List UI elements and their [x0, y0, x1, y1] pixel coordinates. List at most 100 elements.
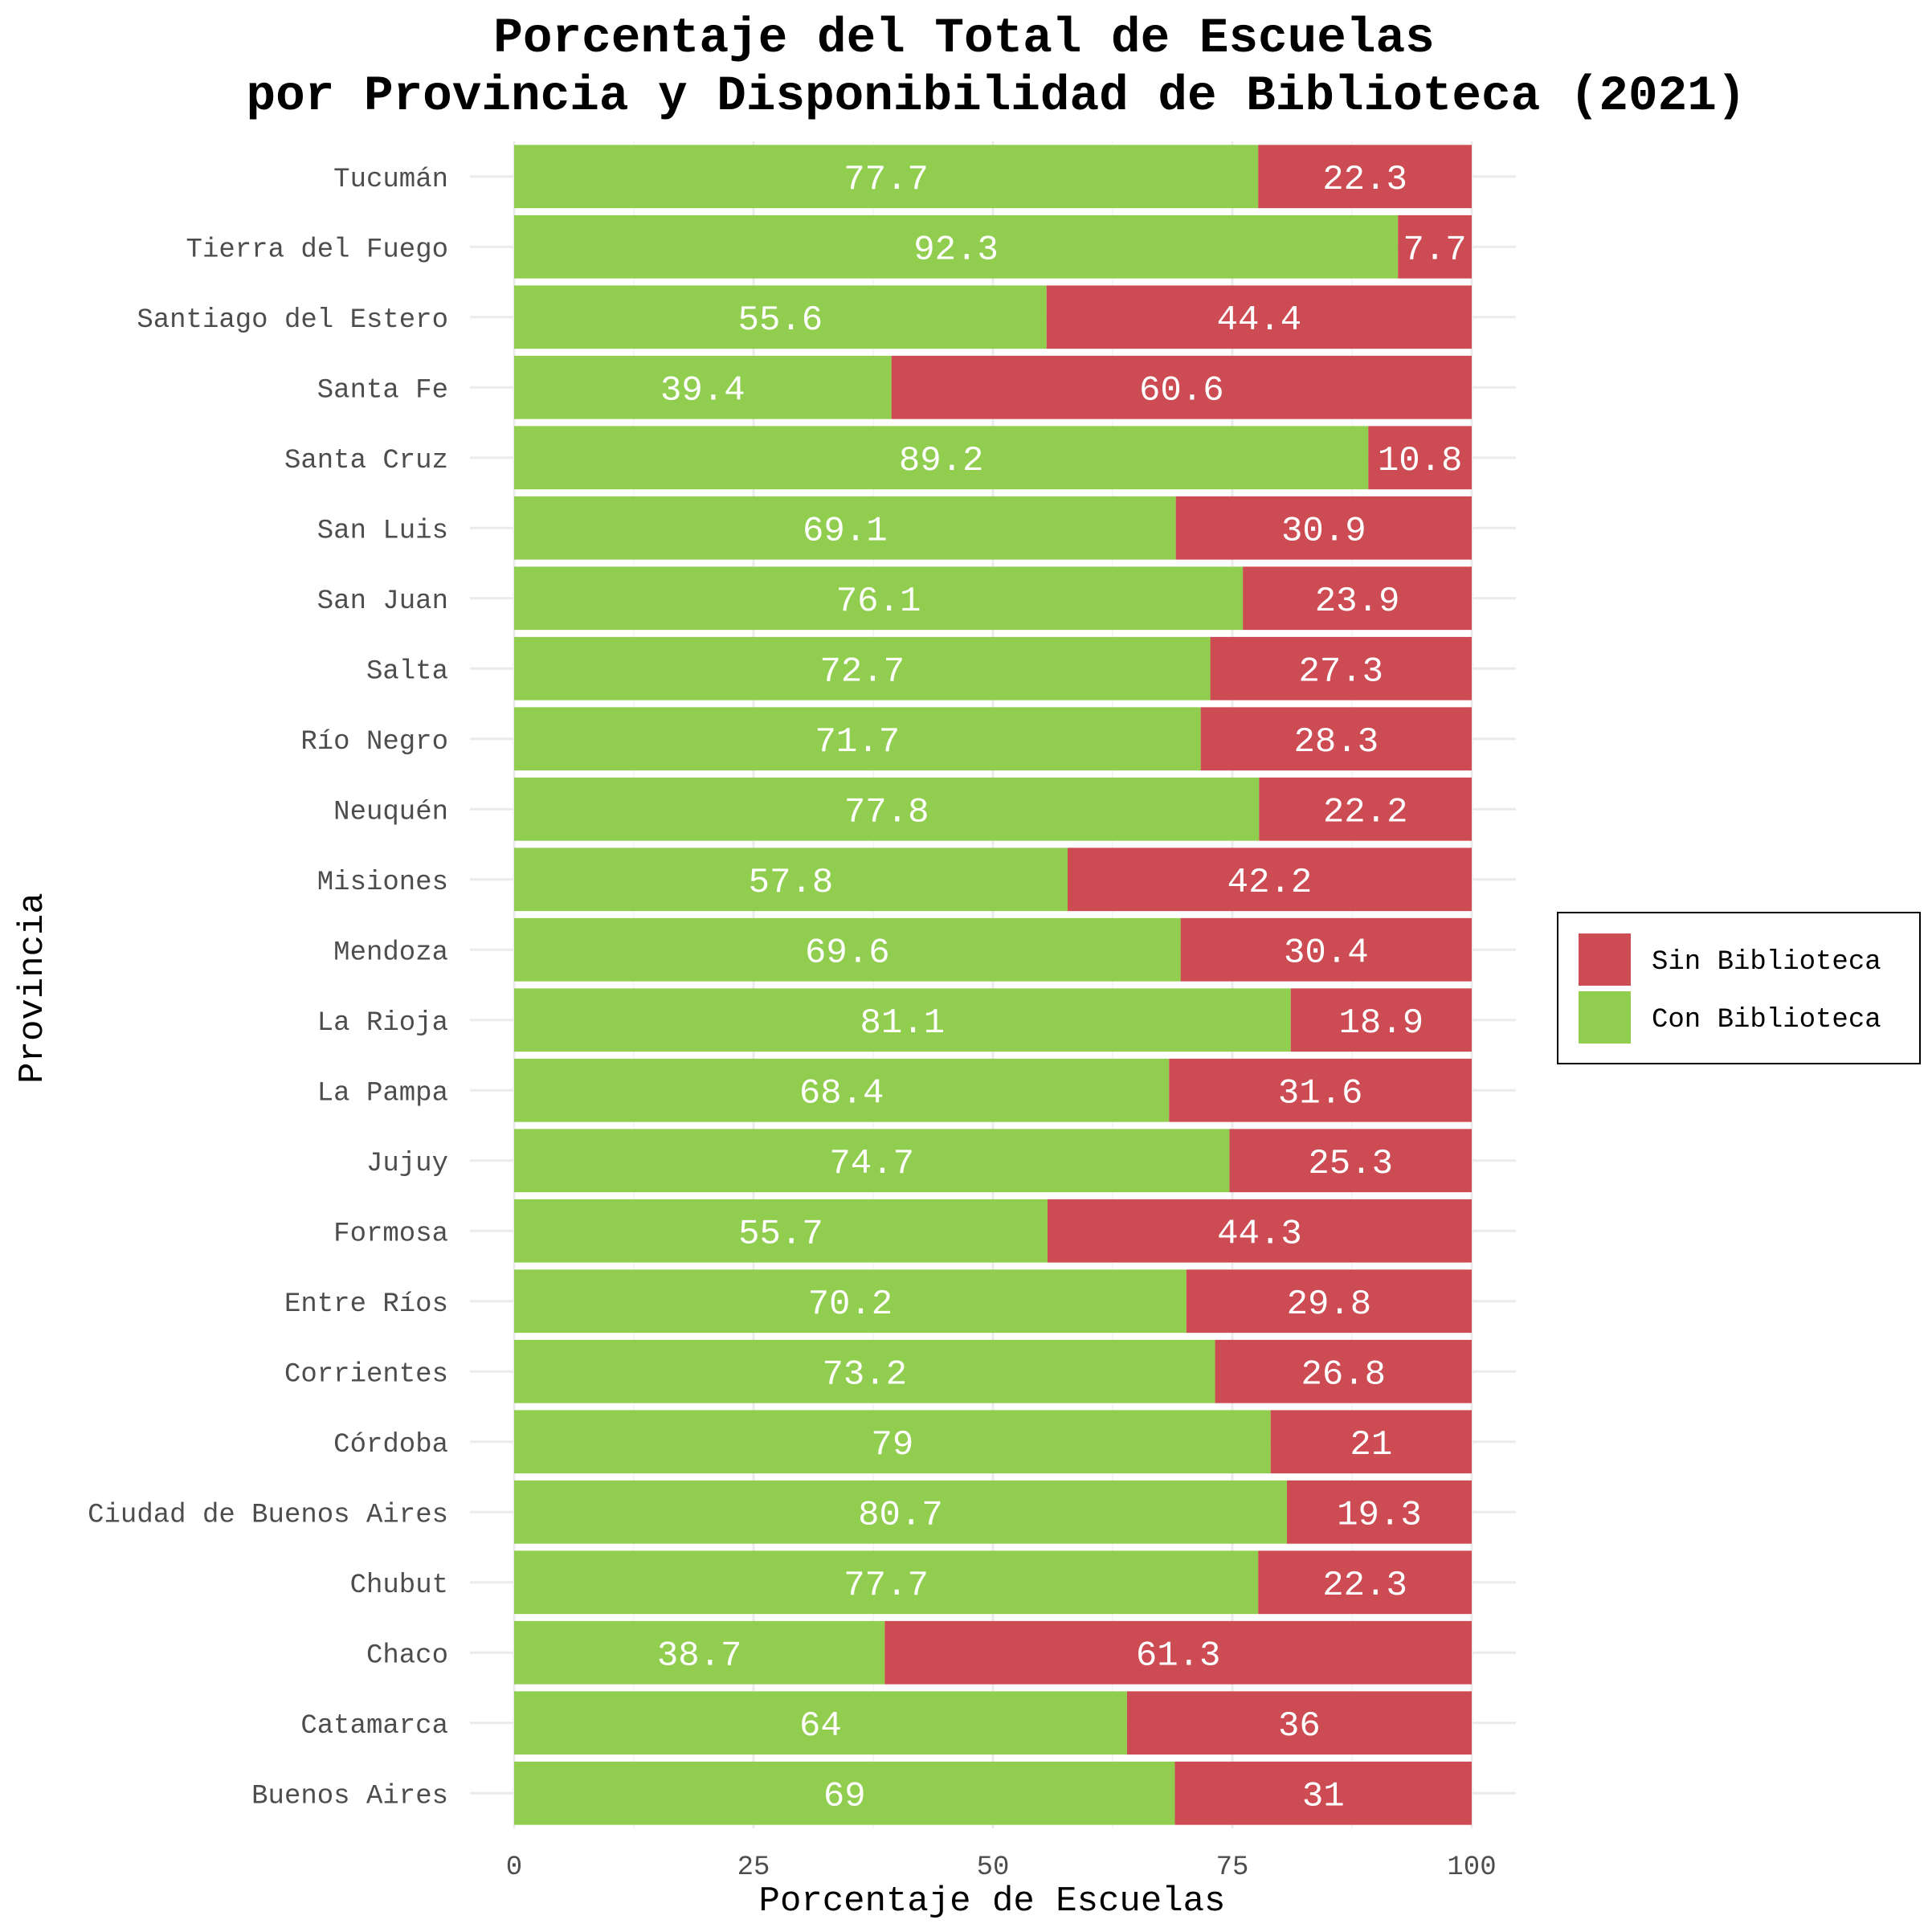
bar-value-label: 31	[1302, 1776, 1345, 1816]
bar-value-label: 77.8	[844, 792, 929, 832]
bar-segment	[1174, 1761, 1472, 1825]
y-tick-label: Buenos Aires	[251, 1781, 448, 1812]
bar-segment	[514, 426, 1369, 490]
bar-segment	[514, 1339, 1215, 1403]
bar-segment	[514, 1410, 1271, 1474]
bar-segment	[1186, 1269, 1472, 1334]
x-tick-labels: 0 25 50 75 100	[506, 1852, 1497, 1883]
y-axis-title: Provincia	[13, 892, 53, 1084]
bar-segment	[514, 1550, 1259, 1615]
bar-value-label: 18.9	[1339, 1003, 1424, 1044]
y-tick-label: Chaco	[366, 1640, 448, 1671]
y-tick-label: Misiones	[317, 868, 448, 898]
bar-value-label: 29.8	[1287, 1285, 1372, 1325]
bar-value-label: 60.6	[1139, 370, 1224, 410]
legend-label-con-biblioteca: Con Biblioteca	[1652, 1005, 1881, 1035]
chart-title-line-2: por Provincia y Disponibilidad de Biblio…	[247, 69, 1746, 125]
x-tick-label: 0	[506, 1852, 522, 1883]
bar-value-label: 70.2	[808, 1285, 893, 1325]
bar-segment	[1047, 1199, 1472, 1263]
bar-segment	[514, 1199, 1048, 1263]
bar-value-label: 57.8	[749, 863, 834, 903]
y-tick-label: Córdoba	[333, 1430, 448, 1460]
bar-segment	[884, 1620, 1472, 1685]
bar-segment	[514, 1691, 1127, 1755]
bar-segment	[1126, 1691, 1472, 1755]
bar-value-label: 55.7	[738, 1214, 823, 1254]
y-tick-label: Santa Fe	[317, 375, 448, 406]
bar-value-label: 30.4	[1284, 933, 1369, 973]
bar-value-label: 69.1	[803, 511, 888, 551]
y-tick-label: La Pampa	[317, 1078, 448, 1109]
bar-value-label: 61.3	[1136, 1636, 1221, 1676]
bar-segment	[514, 1761, 1175, 1825]
bar-segment	[1368, 426, 1472, 490]
bar-value-label: 72.7	[819, 651, 905, 692]
y-tick-label: Mendoza	[333, 937, 448, 968]
bar-value-label: 74.7	[829, 1144, 914, 1184]
bar-value-label: 22.2	[1323, 792, 1408, 832]
bar-segment	[514, 496, 1176, 560]
y-tick-label: Tucumán	[333, 165, 448, 195]
legend-swatch-sin-biblioteca	[1579, 933, 1631, 986]
bar-value-label: 25.3	[1308, 1144, 1393, 1184]
bar-segment	[514, 285, 1047, 349]
legend-swatch-con-biblioteca	[1579, 991, 1631, 1044]
bar-value-label: 77.7	[844, 1566, 929, 1606]
y-tick-label: Chubut	[350, 1571, 448, 1601]
y-tick-label: Neuquén	[333, 797, 448, 827]
bar-value-label: 69	[823, 1776, 866, 1816]
bar-segment	[514, 214, 1399, 279]
bar-segment	[1215, 1339, 1472, 1403]
bar-segment	[514, 777, 1260, 841]
y-tick-label: Ciudad de Buenos Aires	[88, 1500, 448, 1530]
y-tick-label: Río Negro	[300, 727, 448, 758]
bar-segment	[1243, 566, 1472, 631]
bar-segment	[1175, 496, 1472, 560]
y-tick-label: Jujuy	[366, 1149, 448, 1179]
bar-segment	[1258, 145, 1472, 209]
y-tick-label: Entre Ríos	[284, 1289, 448, 1320]
y-tick-label: San Juan	[317, 586, 448, 617]
bar-segment	[1210, 636, 1472, 701]
bar-segment	[1200, 707, 1472, 771]
bar-value-label: 80.7	[858, 1495, 943, 1535]
bar-value-label: 81.1	[860, 1003, 946, 1044]
bar-value-label: 23.9	[1315, 582, 1400, 622]
legend-label-sin-biblioteca: Sin Biblioteca	[1652, 947, 1881, 978]
bar-value-label: 30.9	[1281, 511, 1366, 551]
bar-value-label: 73.2	[822, 1354, 907, 1395]
x-tick-label: 50	[977, 1852, 1010, 1883]
y-tick-label: Santa Cruz	[284, 446, 448, 476]
bar-segment	[514, 1480, 1287, 1544]
bar-segment	[1270, 1410, 1472, 1474]
bar-segment	[514, 988, 1291, 1052]
bar-value-label: 68.4	[799, 1073, 884, 1113]
legend: Sin Biblioteca Con Biblioteca	[1557, 912, 1921, 1064]
bar-value-label: 22.3	[1322, 160, 1407, 200]
y-tick-label: San Luis	[317, 516, 448, 546]
bar-segment	[514, 1620, 885, 1685]
bar-value-label: 44.3	[1217, 1214, 1302, 1254]
bar-value-label: 64	[799, 1706, 842, 1746]
y-tick-label: La Rioja	[317, 1008, 448, 1039]
bar-segment	[1290, 988, 1472, 1052]
bar-segment	[514, 1058, 1170, 1122]
x-tick-label: 75	[1216, 1852, 1249, 1883]
bar-segment	[1258, 1550, 1472, 1615]
bar-segment	[1067, 848, 1472, 912]
bar-value-label: 38.7	[657, 1636, 742, 1676]
bar-value-label: 22.3	[1322, 1566, 1407, 1606]
y-tick-label: Salta	[366, 656, 448, 687]
bar-segment	[514, 145, 1259, 209]
x-tick-label: 25	[737, 1852, 770, 1883]
bar-value-label: 79	[871, 1425, 913, 1465]
bar-segment	[514, 566, 1244, 631]
bar-value-label: 19.3	[1337, 1495, 1422, 1535]
x-tick-label: 100	[1447, 1852, 1496, 1883]
bar-value-label: 26.8	[1301, 1354, 1386, 1395]
bar-value-label: 44.4	[1217, 300, 1302, 341]
bar-value-label: 69.6	[805, 933, 890, 973]
bar-value-label: 36	[1278, 1706, 1321, 1746]
